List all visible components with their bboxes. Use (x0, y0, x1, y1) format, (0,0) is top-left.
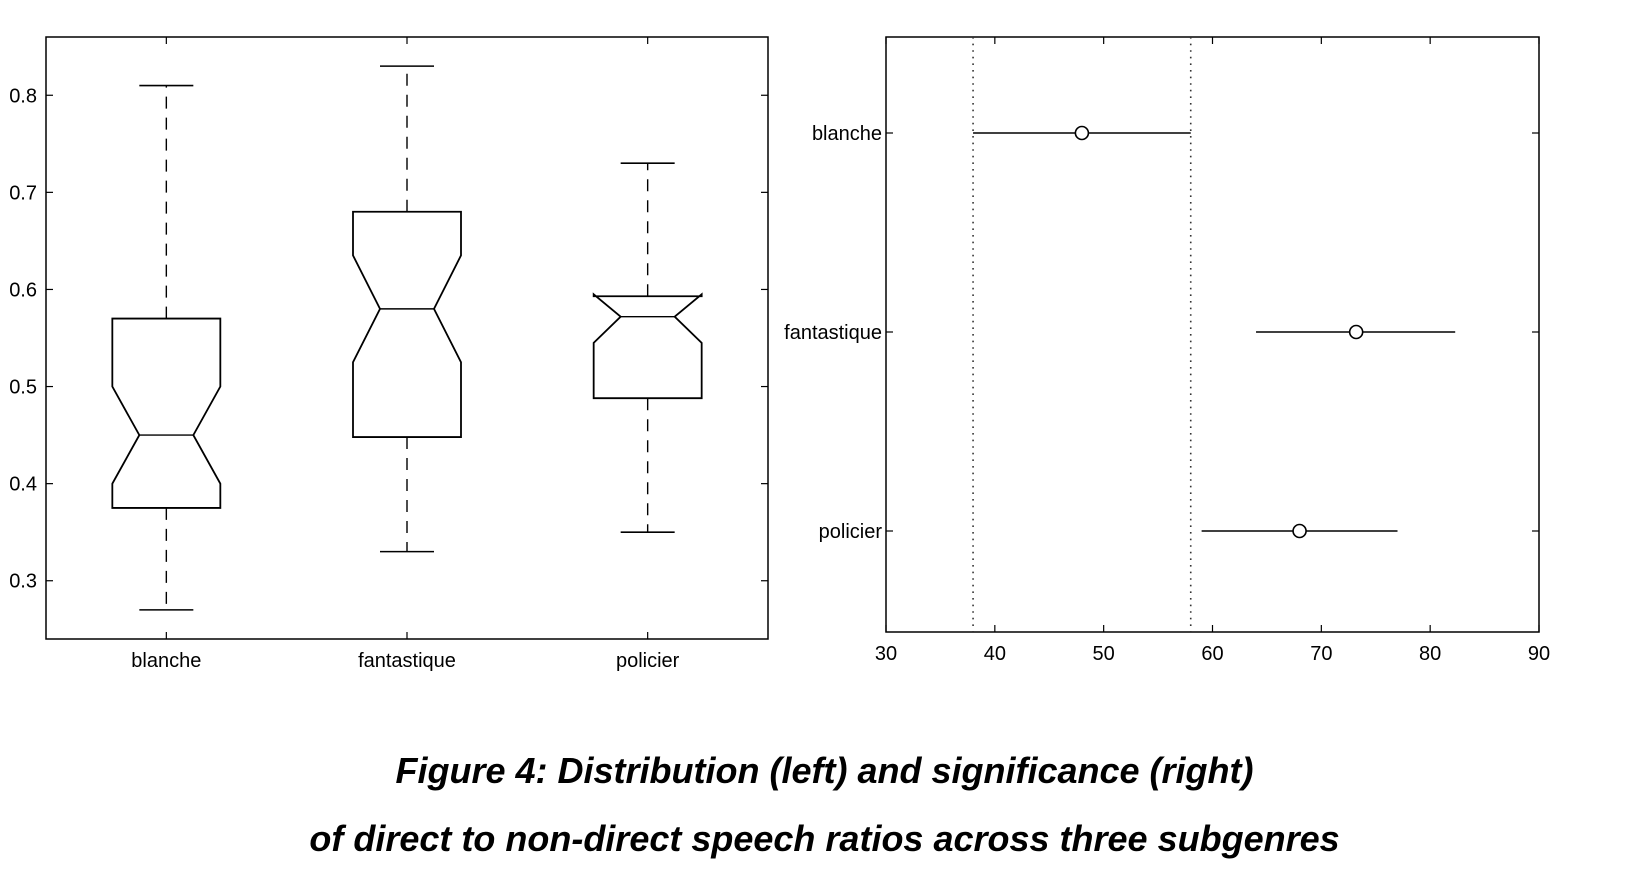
x-tick-label-blanche: blanche (131, 650, 201, 672)
box-blanche (111, 84, 222, 611)
y-tick-label-0-3: 0.3 (9, 571, 37, 593)
figure-canvas: 0.3 0.4 0.5 0.6 0.7 0.8 blanche fantastique poli… (9, 36, 1550, 672)
y-tick-label-0-7: 0.7 (9, 182, 37, 204)
y-tick-label-0-8: 0.8 (9, 85, 37, 107)
box-fantastique (352, 65, 462, 553)
box-body-fantastique (352, 210, 462, 438)
x-tick-label-policier: policier (616, 650, 680, 672)
y-tick-label-policier: policier (819, 521, 883, 543)
box-body-blanche (111, 317, 222, 509)
box-body-policier (592, 292, 703, 400)
x-tick-label-50: 50 (1093, 643, 1115, 665)
y-tick-label-0-4: 0.4 (9, 474, 37, 496)
x-tick-label-30: 30 (875, 643, 897, 665)
x-tick-label-90: 90 (1528, 643, 1550, 665)
interval-panel: 30 40 50 60 70 80 90 blanche fantastique policier (784, 36, 1550, 665)
x-tick-label-60: 60 (1201, 643, 1223, 665)
interval-mean-fantastique (1348, 324, 1364, 340)
box-policier (592, 162, 703, 533)
interval-mean-blanche (1074, 125, 1090, 141)
y-tick-label-0-6: 0.6 (9, 279, 37, 301)
figure-caption-line-2: of direct to non-direct speech ratios ac… (309, 818, 1340, 859)
y-tick-label-fantastique: fantastique (784, 322, 882, 344)
x-tick-label-80: 80 (1419, 643, 1441, 665)
x-tick-label-70: 70 (1310, 643, 1332, 665)
boxplot-panel: 0.3 0.4 0.5 0.6 0.7 0.8 blanche fantastique poli… (9, 36, 769, 672)
y-tick-label-0-5: 0.5 (9, 377, 37, 399)
interval-mean-policier (1292, 523, 1307, 539)
x-tick-label-40: 40 (984, 643, 1006, 665)
figure-caption-line-1: Figure 4: Distribution (left) and signif… (395, 750, 1254, 791)
y-tick-label-blanche: blanche (812, 123, 882, 145)
interval-axes-frame (885, 36, 1540, 633)
x-tick-label-fantastique: fantastique (358, 650, 456, 672)
